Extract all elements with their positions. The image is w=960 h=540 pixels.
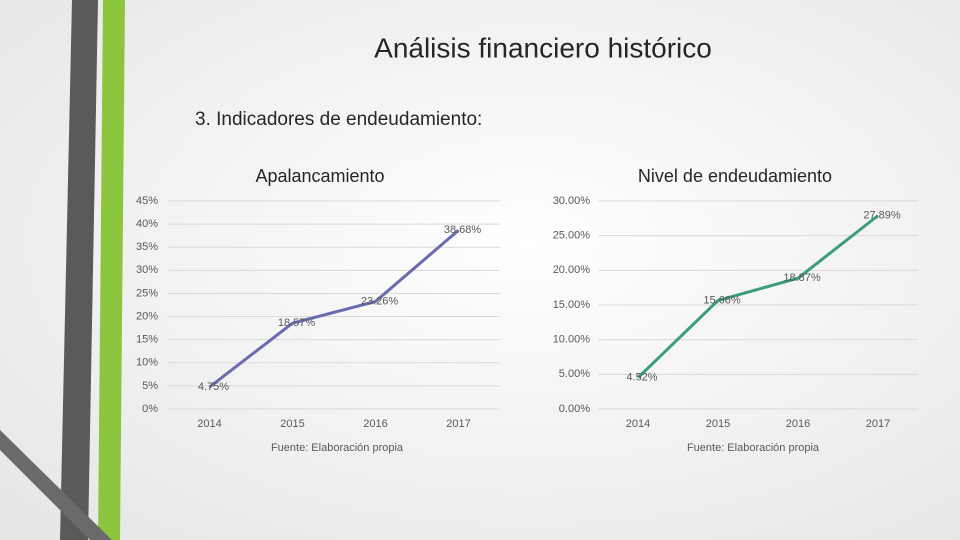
chart-title: Apalancamiento — [255, 166, 384, 186]
y-tick-label: 10.00% — [553, 334, 591, 346]
data-line — [636, 214, 879, 379]
data-label: 18.87% — [783, 272, 821, 284]
data-label: 18.57% — [278, 317, 316, 329]
slide-title: Análisis financiero histórico — [374, 32, 712, 63]
y-tick-label: 0% — [142, 403, 158, 415]
x-tick-label: 2017 — [866, 418, 890, 430]
data-label: 23.26% — [361, 295, 399, 307]
y-tick-label: 20% — [136, 310, 158, 322]
decor-stripe — [98, 0, 125, 540]
data-label: 27.89% — [863, 210, 901, 222]
y-tick-label: 45% — [136, 195, 158, 207]
chart-title: Nivel de endeudamiento — [638, 166, 832, 186]
decor-stripe — [0, 430, 112, 540]
data-label: 15.66% — [703, 294, 741, 306]
data-label: 4.75% — [198, 381, 229, 393]
y-tick-label: 30.00% — [553, 195, 591, 207]
data-line — [208, 229, 460, 389]
y-tick-label: 35% — [136, 241, 158, 253]
x-tick-label: 2017 — [446, 418, 470, 430]
x-tick-label: 2016 — [363, 418, 387, 430]
y-tick-label: 10% — [136, 357, 158, 369]
y-tick-label: 0.00% — [559, 403, 590, 415]
x-tick-label: 2014 — [197, 418, 221, 430]
y-tick-label: 25.00% — [553, 230, 591, 242]
data-label: 38.68% — [444, 224, 482, 236]
data-label: 4.52% — [626, 372, 657, 384]
y-tick-label: 20.00% — [553, 264, 591, 276]
y-tick-label: 15.00% — [553, 299, 591, 311]
x-tick-label: 2014 — [626, 418, 650, 430]
y-tick-label: 5% — [142, 380, 158, 392]
subtitle: 3. Indicadores de endeudamiento: — [195, 109, 482, 130]
y-tick-label: 15% — [136, 334, 158, 346]
decor-stripe — [60, 0, 98, 540]
y-tick-label: 5.00% — [559, 368, 590, 380]
x-tick-label: 2015 — [706, 418, 730, 430]
y-tick-label: 30% — [136, 264, 158, 276]
source-note: Fuente: Elaboración propia — [271, 442, 404, 454]
source-note: Fuente: Elaboración propia — [687, 442, 820, 454]
y-tick-label: 40% — [136, 218, 158, 230]
x-tick-label: 2016 — [786, 418, 810, 430]
x-tick-label: 2015 — [280, 418, 304, 430]
y-tick-label: 25% — [136, 287, 158, 299]
